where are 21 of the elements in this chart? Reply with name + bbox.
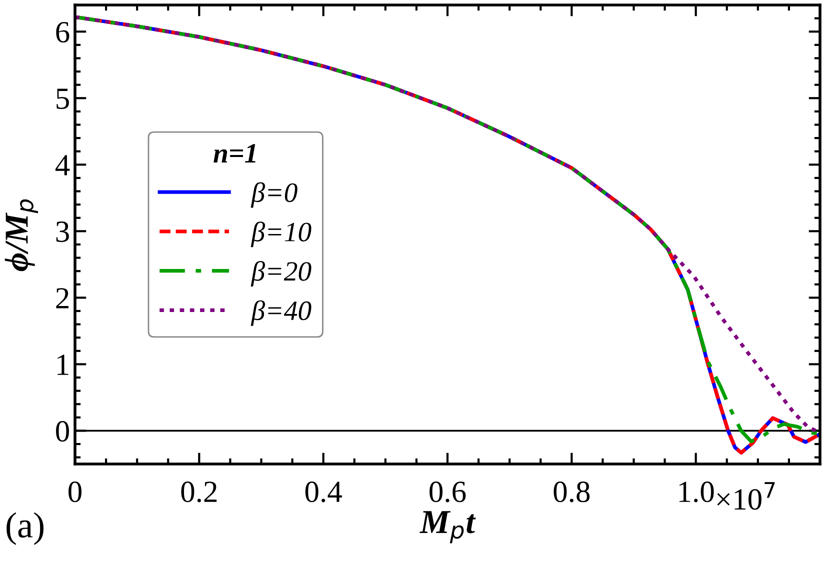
y-tick-label: 1	[58, 354, 68, 375]
legend-label: β=20	[250, 260, 312, 286]
x-tick-label: 0.6	[430, 482, 466, 502]
x-axis-title: M$_{p}$t	[420, 511, 476, 544]
x-tick-label: 1.0	[679, 482, 714, 502]
text: ×10$^{7}$	[717, 482, 775, 510]
x-tick-label: 0.8	[554, 482, 590, 502]
y-tick-label: 0	[56, 421, 69, 442]
legend-label: β=0	[250, 182, 298, 208]
legend-label: β=40	[250, 300, 312, 326]
y-axis-title: ϕ/M$_{p}$	[4, 199, 38, 272]
y-tick-label: 5	[56, 88, 69, 110]
y-tick-label: 3	[56, 222, 69, 242]
y-tick-label: 4	[55, 155, 70, 176]
x-tick-label: 0.2	[181, 482, 217, 502]
legend-title: n=1	[214, 144, 256, 162]
text: (a)	[6, 512, 44, 545]
y-tick-label: 6	[56, 22, 70, 43]
legend-label: β=10	[250, 222, 312, 248]
y-tick-label: 2	[56, 288, 68, 308]
x-tick-label: 0.4	[305, 482, 342, 502]
